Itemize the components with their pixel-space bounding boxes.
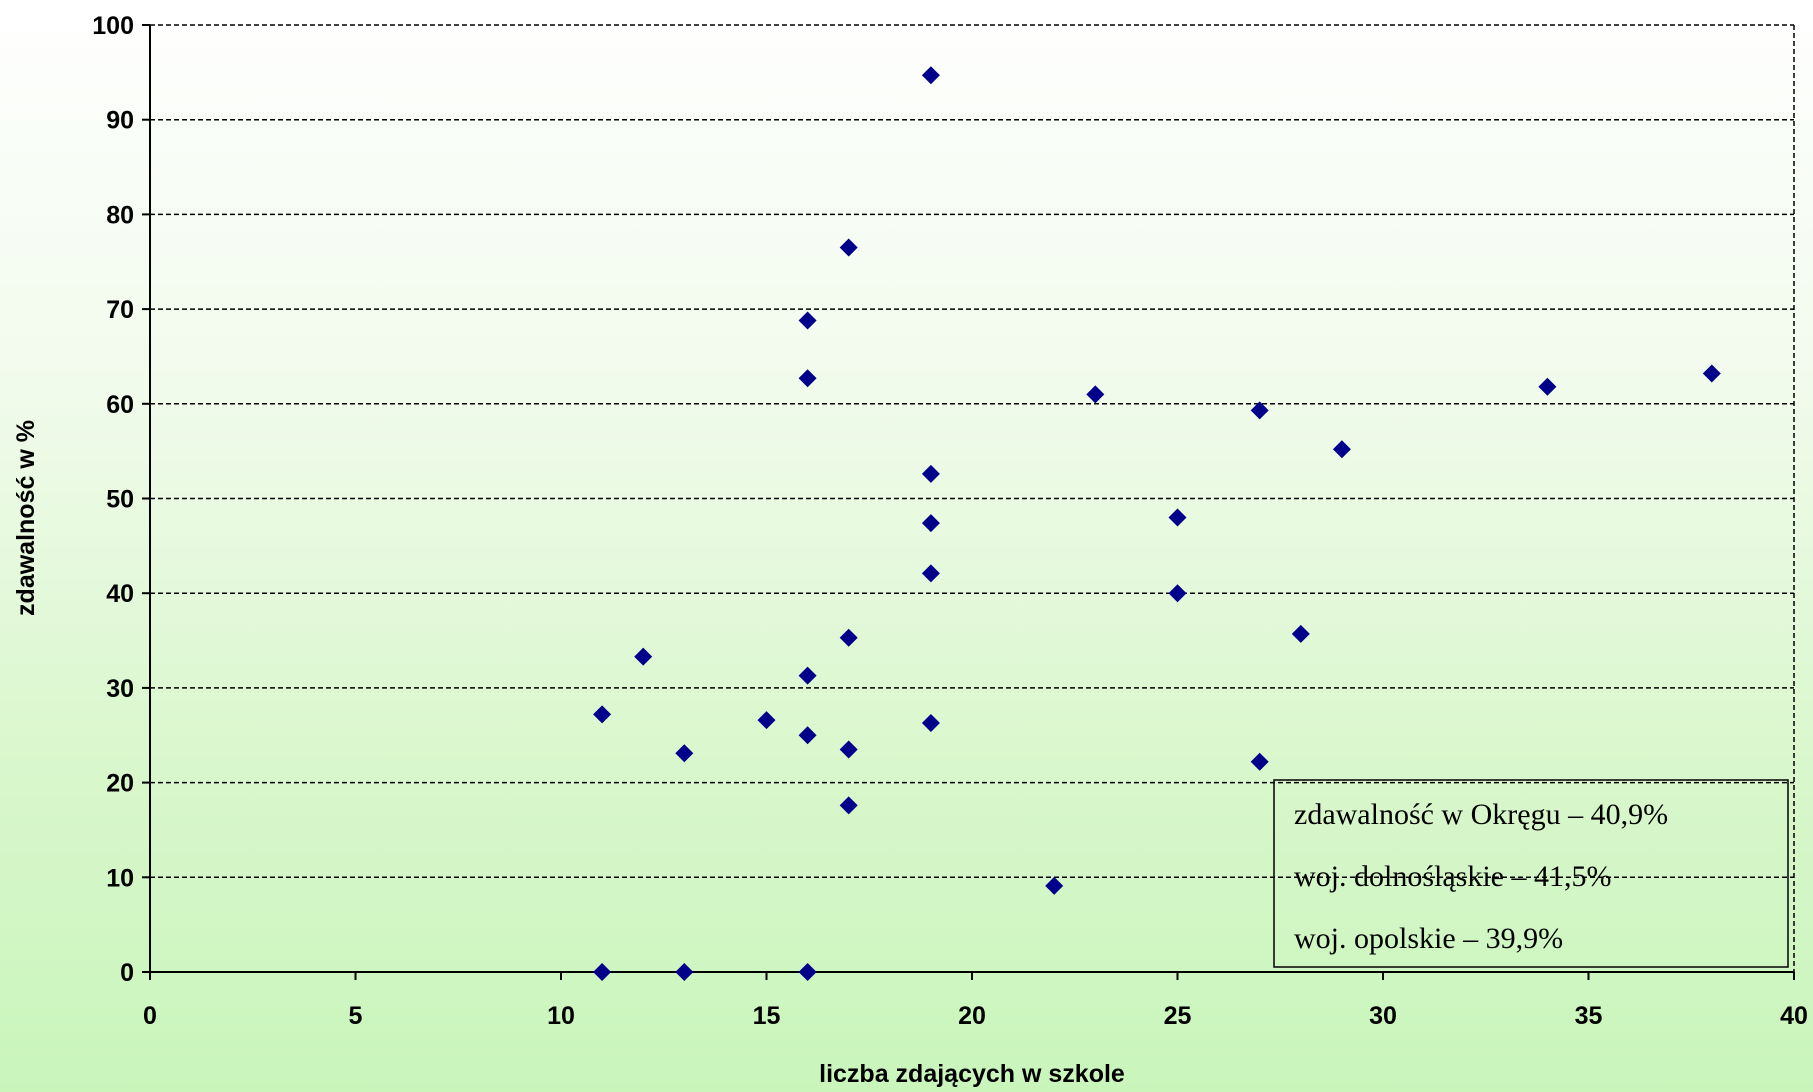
- data-point: [798, 963, 817, 981]
- data-point: [921, 464, 940, 483]
- data-point: [757, 711, 776, 730]
- data-point: [921, 514, 940, 533]
- data-point: [1086, 385, 1105, 404]
- data-point: [921, 713, 940, 732]
- y-tick-label-90: 90: [106, 107, 134, 135]
- data-point: [798, 666, 817, 685]
- x-axis-title: liczba zdających w szkole: [819, 1060, 1125, 1088]
- y-tick-label-20: 20: [106, 770, 134, 798]
- data-point: [1250, 752, 1269, 771]
- data-point: [798, 726, 817, 745]
- data-point: [1291, 624, 1310, 643]
- data-point: [675, 963, 694, 981]
- y-axis-title: zdawalność w %: [12, 420, 40, 616]
- data-point: [921, 66, 940, 85]
- x-tick-label-35: 35: [1575, 1002, 1603, 1030]
- y-tick-label-0: 0: [120, 959, 134, 987]
- data-point: [1045, 876, 1064, 895]
- gridlines: [150, 24, 1795, 972]
- y-tick-label-40: 40: [106, 580, 134, 608]
- data-point: [1168, 584, 1187, 603]
- data-point: [839, 796, 858, 815]
- x-tick-label-40: 40: [1780, 1002, 1808, 1030]
- data-point: [675, 744, 694, 763]
- y-tick-label-30: 30: [106, 675, 134, 703]
- x-tick-label-30: 30: [1369, 1002, 1397, 1030]
- axes: [142, 24, 1795, 980]
- y-tick-label-50: 50: [106, 486, 134, 514]
- data-point: [1538, 377, 1557, 396]
- data-point: [839, 740, 858, 759]
- x-tick-labels: 0 5 10 15 20 25 30 35 40: [143, 1002, 1808, 1030]
- data-point: [593, 705, 612, 724]
- data-point: [839, 628, 858, 647]
- data-point: [634, 647, 653, 666]
- data-point: [921, 564, 940, 583]
- x-tick-label-10: 10: [547, 1002, 575, 1030]
- x-tick-label-0: 0: [143, 1002, 157, 1030]
- info-box: zdawalność w Okręgu – 40,9% woj. dolnośl…: [1273, 779, 1789, 968]
- info-box-frame: [1273, 779, 1789, 968]
- data-point: [839, 238, 858, 257]
- y-tick-label-70: 70: [106, 296, 134, 324]
- data-point: [1332, 440, 1351, 459]
- data-point: [798, 311, 817, 330]
- x-tick-label-15: 15: [753, 1002, 781, 1030]
- data-point: [593, 963, 612, 981]
- y-tick-label-100: 100: [92, 12, 134, 40]
- y-tick-labels: 0 10 20 30 40 50 60 70 80 90 100: [92, 12, 134, 987]
- data-point: [1168, 508, 1187, 527]
- x-tick-label-5: 5: [349, 1002, 363, 1030]
- data-point: [1250, 401, 1269, 420]
- data-points: [593, 66, 1721, 981]
- info-opolskie: woj. opolskie – 39,9%: [1294, 922, 1563, 955]
- info-okreg: zdawalność w Okręgu – 40,9%: [1294, 798, 1668, 831]
- x-tick-label-20: 20: [958, 1002, 986, 1030]
- data-point: [798, 369, 817, 388]
- x-tick-label-25: 25: [1164, 1002, 1192, 1030]
- data-point: [1702, 364, 1721, 383]
- y-tick-label-10: 10: [106, 864, 134, 892]
- y-tick-label-60: 60: [106, 391, 134, 419]
- y-tick-label-80: 80: [106, 201, 134, 229]
- info-dolnoslaskie: woj. dolnośląskie – 41,5%: [1294, 860, 1611, 893]
